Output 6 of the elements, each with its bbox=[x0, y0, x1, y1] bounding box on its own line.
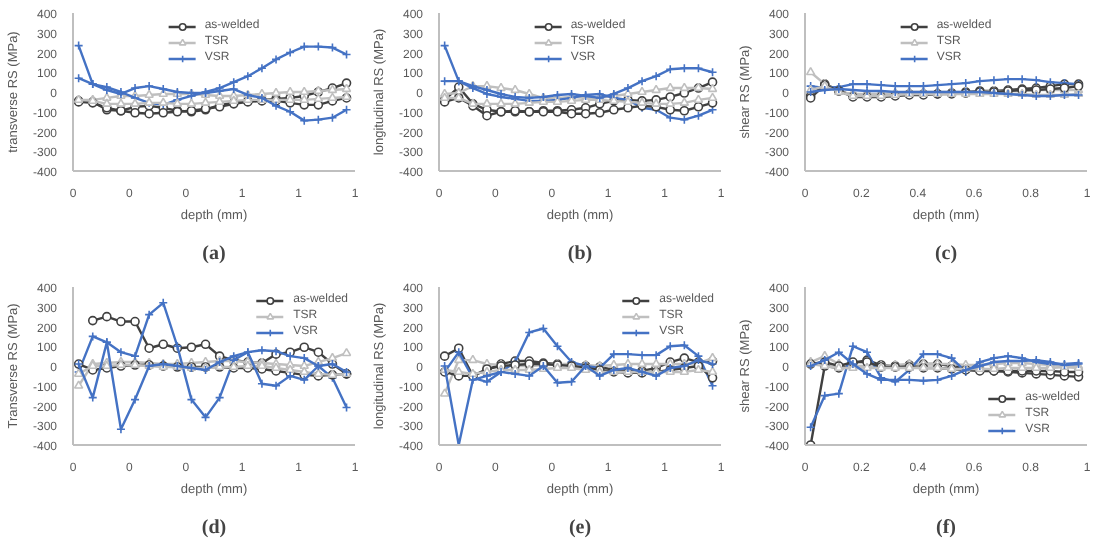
text: (b) bbox=[567, 243, 593, 265]
text: (e) bbox=[568, 517, 592, 539]
text: (f) bbox=[936, 517, 957, 539]
text: (c) bbox=[934, 243, 958, 265]
text: (a) bbox=[202, 243, 226, 265]
text: (d) bbox=[201, 517, 227, 539]
